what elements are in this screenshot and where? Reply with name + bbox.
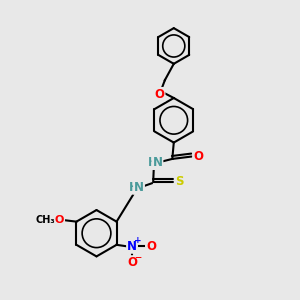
Text: O: O xyxy=(154,88,164,101)
Text: +: + xyxy=(134,236,141,245)
Text: N: N xyxy=(127,240,137,253)
Text: N: N xyxy=(134,181,144,194)
Text: O: O xyxy=(127,256,137,269)
Text: O: O xyxy=(146,240,156,253)
Text: H: H xyxy=(129,181,139,194)
Text: H: H xyxy=(147,156,157,169)
Text: S: S xyxy=(175,175,183,188)
Text: O: O xyxy=(193,150,203,163)
Text: N: N xyxy=(152,156,162,169)
Text: CH₃: CH₃ xyxy=(35,215,55,225)
Text: ⁻: ⁻ xyxy=(134,253,142,267)
Text: O: O xyxy=(55,215,64,225)
